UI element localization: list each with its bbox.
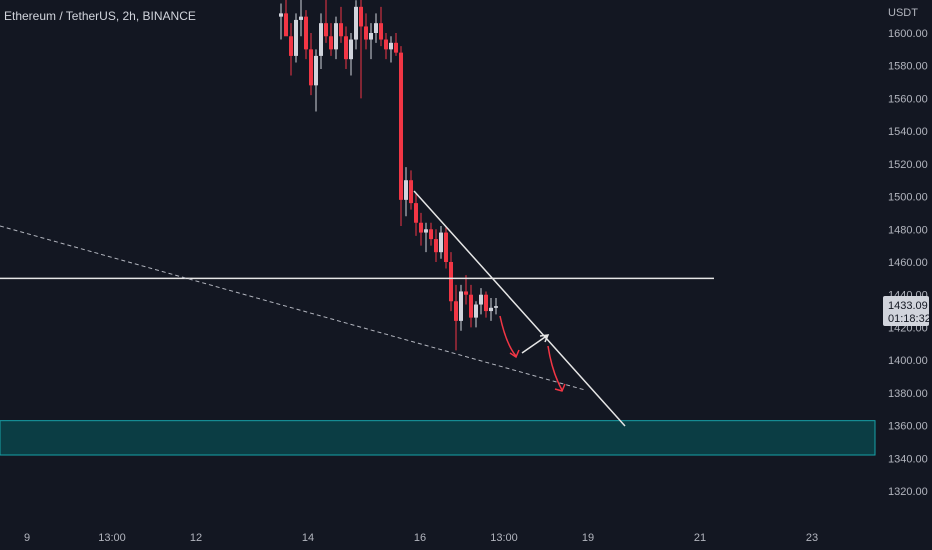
candle	[329, 23, 333, 56]
y-tick-label: 1600.00	[888, 28, 928, 40]
candle	[474, 301, 478, 328]
x-tick-label: 23	[806, 532, 818, 544]
candle	[429, 222, 433, 246]
candle	[309, 33, 313, 96]
candle	[369, 23, 373, 60]
candle	[349, 33, 353, 76]
candle	[484, 291, 488, 318]
candle	[424, 222, 428, 253]
candle	[479, 288, 483, 315]
y-tick-label: 1340.00	[888, 453, 928, 465]
candle	[379, 6, 383, 47]
candle	[404, 167, 408, 217]
candle	[324, 0, 328, 43]
x-tick-label: 13:00	[490, 532, 518, 544]
candle	[464, 275, 468, 305]
projection-arrow-up	[521, 334, 549, 354]
x-tick-label: 12	[190, 532, 202, 544]
candle	[359, 0, 363, 99]
y-tick-label: 1380.00	[888, 388, 928, 400]
projection-arrowhead-up	[539, 334, 550, 343]
y-tick-label: 1580.00	[888, 61, 928, 73]
downtrend-line	[413, 190, 626, 427]
candle	[319, 13, 323, 69]
y-tick-label: 1540.00	[888, 126, 928, 138]
candle	[339, 6, 343, 43]
candle	[434, 229, 438, 262]
candle	[454, 284, 458, 351]
candle	[399, 46, 403, 227]
currency-label: USDT	[888, 7, 918, 19]
projection-arrow-down-1	[499, 315, 517, 357]
candle	[294, 13, 298, 63]
projection-arrowhead-down-1	[509, 349, 520, 359]
y-tick-label: 1560.00	[888, 93, 928, 105]
candle	[469, 284, 473, 328]
candle	[494, 297, 498, 315]
candle	[389, 36, 393, 63]
candle	[344, 26, 348, 69]
candle	[354, 0, 358, 50]
candle	[374, 13, 378, 43]
support-zone	[0, 420, 876, 456]
y-tick-label: 1460.00	[888, 257, 928, 269]
projection-arrow-down-2	[547, 345, 563, 391]
y-tick-label: 1500.00	[888, 192, 928, 204]
y-tick-label: 1400.00	[888, 355, 928, 367]
candle	[394, 33, 398, 56]
x-tick-label: 9	[24, 532, 30, 544]
candle	[314, 49, 318, 112]
y-tick-label: 1360.00	[888, 421, 928, 433]
y-tick-label: 1320.00	[888, 486, 928, 498]
y-tick-label: 1520.00	[888, 159, 928, 171]
x-tick-label: 16	[414, 532, 426, 544]
candle	[449, 252, 453, 312]
projection-arrowhead-down-2	[554, 383, 566, 392]
candle	[364, 13, 368, 50]
candle	[414, 193, 418, 236]
candle	[279, 3, 283, 40]
lower-dashed-trendline	[0, 225, 586, 391]
x-tick-label: 14	[302, 532, 314, 544]
y-tick-label: 1480.00	[888, 224, 928, 236]
bar-countdown: 01:18:32	[888, 313, 931, 325]
candle	[489, 297, 493, 321]
candle	[409, 170, 413, 210]
symbol-title: Ethereum / TetherUS, 2h, BINANCE	[4, 9, 196, 23]
last-price-tag	[883, 296, 929, 327]
candle	[289, 23, 293, 76]
last-price-value: 1433.09	[888, 300, 928, 312]
candle	[419, 212, 423, 246]
candle	[439, 226, 443, 259]
candle	[384, 33, 388, 60]
candle	[444, 226, 448, 269]
candle	[299, 0, 303, 37]
candle	[304, 10, 308, 60]
x-tick-label: 21	[694, 532, 706, 544]
candle	[334, 16, 338, 60]
candle	[284, 0, 288, 37]
candle	[459, 284, 463, 331]
x-tick-label: 19	[582, 532, 594, 544]
x-tick-label: 13:00	[98, 532, 126, 544]
